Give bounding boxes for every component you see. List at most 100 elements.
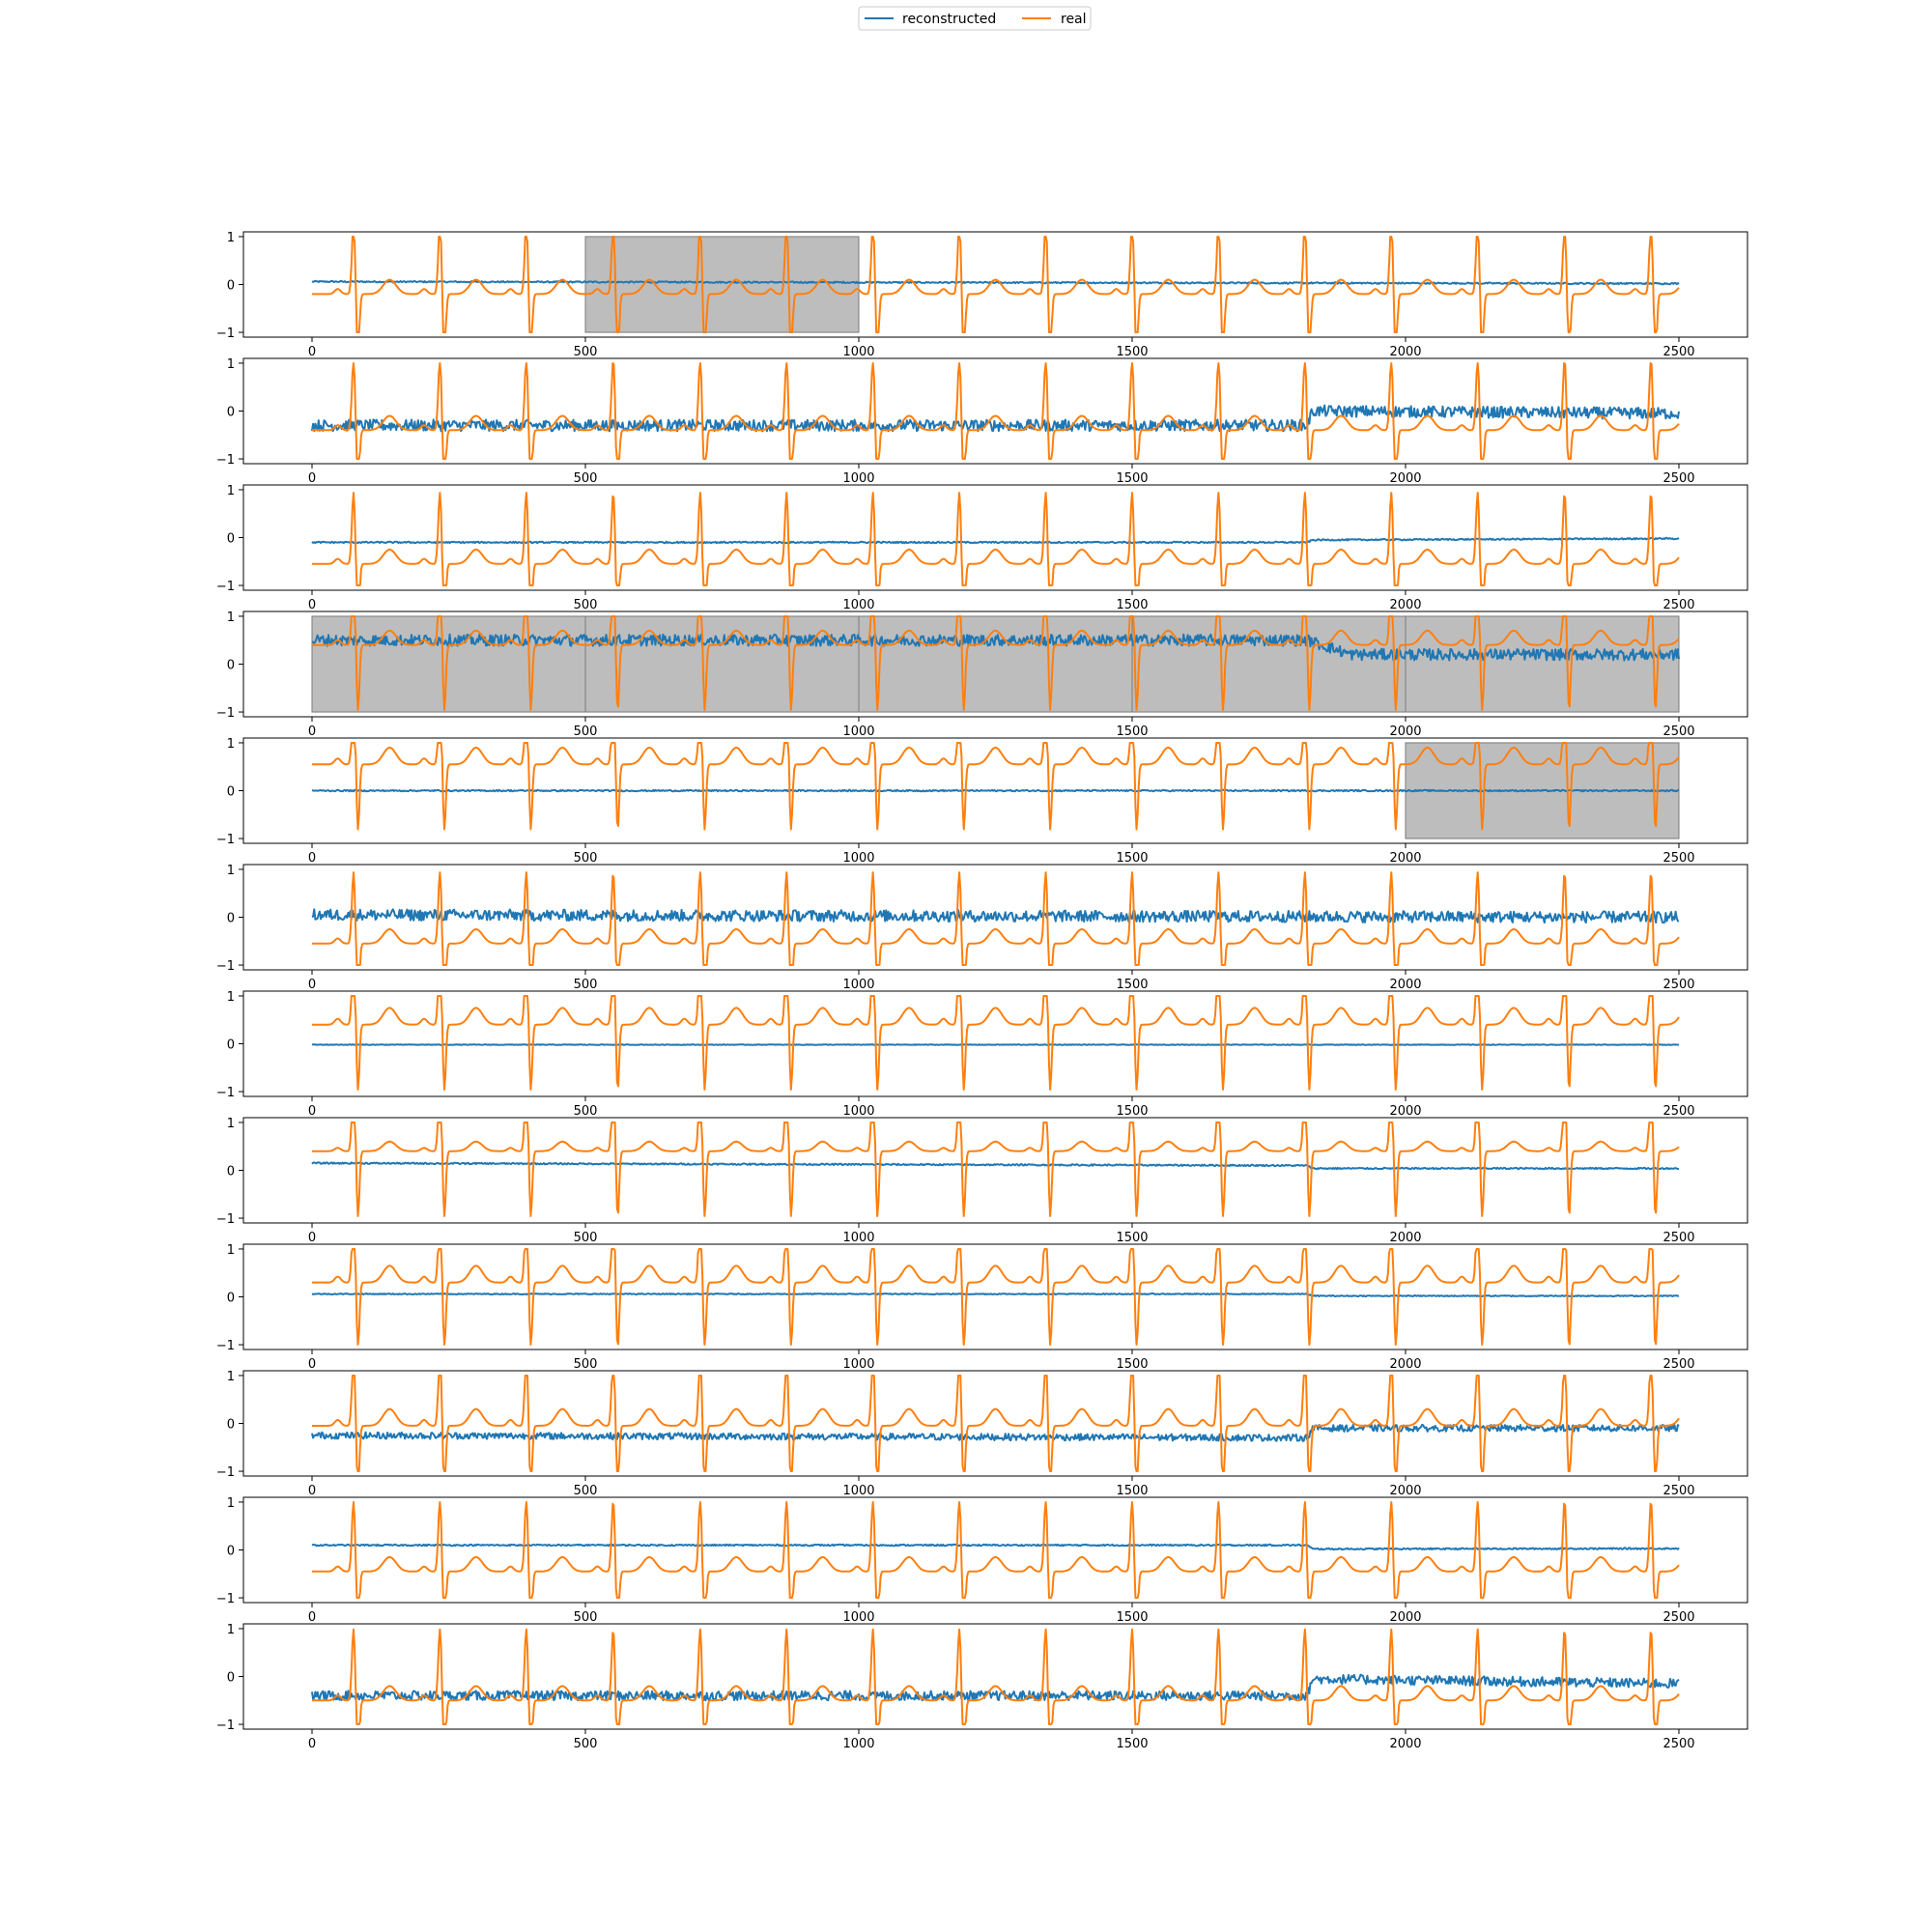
x-tick-label: 500 (574, 345, 598, 359)
y-tick-label: 0 (227, 1165, 235, 1179)
x-tick-label: 0 (308, 978, 316, 992)
shaded-span (1405, 615, 1680, 713)
x-tick-label: 2500 (1662, 1610, 1694, 1625)
subplot-10: 1 0 −1 0 500 1000 1500 2000 2500 (216, 1370, 1748, 1498)
x-tick-label: 1000 (842, 471, 874, 486)
x-tick-label: 1000 (842, 851, 874, 866)
x-tick-label: 500 (574, 598, 598, 612)
x-tick-label: 500 (574, 1104, 598, 1119)
y-tick-label: −1 (216, 1339, 235, 1353)
shaded-span (1131, 615, 1406, 713)
y-tick-label: 0 (227, 1038, 235, 1053)
subplot-3: 1 0 −1 0 500 1000 1500 2000 2500 (216, 484, 1748, 612)
x-tick-label: 500 (574, 1231, 598, 1245)
x-tick-label: 1500 (1116, 1104, 1148, 1119)
y-tick-label: 0 (227, 912, 235, 926)
subplot-11: 1 0 −1 0 500 1000 1500 2000 2500 (216, 1496, 1748, 1625)
x-tick-label: 1500 (1116, 724, 1148, 739)
series-real-line (312, 492, 1680, 586)
x-tick-label: 1500 (1116, 1357, 1148, 1372)
y-tick-label: 1 (227, 1623, 235, 1637)
axes-frame (242, 1117, 1748, 1224)
series-reconstructed-line (311, 536, 1680, 545)
x-tick-label: 500 (574, 724, 598, 739)
subplot-2: 1 0 −1 0 500 1000 1500 2000 2500 (216, 357, 1748, 486)
x-tick-label: 2500 (1662, 471, 1694, 486)
axes-frame (242, 1370, 1748, 1477)
x-tick-label: 0 (308, 471, 316, 486)
x-tick-label: 500 (574, 1610, 598, 1625)
x-tick-label: 2000 (1389, 471, 1421, 486)
y-tick-label: 1 (227, 231, 235, 245)
y-tick-label: 0 (227, 1545, 235, 1559)
x-tick-label: 0 (308, 1231, 316, 1245)
series-reconstructed-line (311, 1673, 1680, 1702)
series-reconstructed-line (311, 908, 1680, 924)
x-tick-label: 1000 (842, 598, 874, 612)
x-tick-label: 500 (574, 1737, 598, 1751)
y-tick-label: 0 (227, 406, 235, 420)
legend: reconstructed real (858, 6, 1092, 31)
x-tick-label: 1500 (1116, 1610, 1148, 1625)
legend-box (858, 6, 1092, 31)
subplot-1: 1 0 −1 0 500 1000 1500 2000 2500 (216, 231, 1748, 359)
x-tick-label: 1500 (1116, 978, 1148, 992)
x-tick-label: 2500 (1662, 1357, 1694, 1372)
x-tick-label: 0 (308, 1610, 316, 1625)
x-tick-label: 1000 (842, 1610, 874, 1625)
series-real-line (312, 615, 1680, 711)
y-tick-label: 0 (227, 532, 235, 547)
x-tick-label: 2500 (1662, 598, 1694, 612)
subplot-7: 1 0 −1 0 500 1000 1500 2000 2500 (216, 990, 1748, 1119)
x-tick-label: 1500 (1116, 598, 1148, 612)
y-tick-label: −1 (216, 1719, 235, 1733)
x-tick-label: 1000 (842, 1357, 874, 1372)
x-tick-label: 1000 (842, 724, 874, 739)
legend-label-reconstructed: reconstructed (902, 12, 996, 27)
y-tick-label: −1 (216, 833, 235, 847)
x-tick-label: 0 (308, 1104, 316, 1119)
series-real-line (312, 1501, 1680, 1599)
x-tick-label: 0 (308, 724, 316, 739)
series-reconstructed-line (311, 1161, 1680, 1171)
shaded-span (311, 615, 586, 713)
y-tick-label: −1 (216, 327, 235, 341)
x-tick-label: 1000 (842, 345, 874, 359)
x-tick-label: 1000 (842, 1737, 874, 1751)
x-tick-label: 0 (308, 1737, 316, 1751)
series-real-line (312, 1122, 1680, 1217)
series-reconstructed-line (311, 279, 1680, 286)
x-tick-label: 1500 (1116, 345, 1148, 359)
x-tick-label: 500 (574, 1357, 598, 1372)
axes-frame (242, 1623, 1748, 1730)
x-tick-label: 2000 (1389, 978, 1421, 992)
series-reconstructed-line (311, 1293, 1680, 1297)
series-real-line (312, 1628, 1680, 1725)
y-tick-label: −1 (216, 706, 235, 721)
x-tick-label: 2000 (1389, 1610, 1421, 1625)
x-tick-label: 0 (308, 1484, 316, 1498)
y-tick-label: 1 (227, 611, 235, 625)
subplot-5: 1 0 −1 0 500 1000 1500 2000 2500 (216, 737, 1748, 866)
y-tick-label: 1 (227, 357, 235, 372)
x-tick-label: 2000 (1389, 724, 1421, 739)
x-tick-label: 2500 (1662, 724, 1694, 739)
subplot-9: 1 0 −1 0 500 1000 1500 2000 2500 (216, 1243, 1748, 1372)
x-tick-label: 1500 (1116, 1231, 1148, 1245)
series-reconstructed-line (311, 1543, 1680, 1551)
x-tick-label: 1000 (842, 1104, 874, 1119)
series-real-line (312, 1375, 1680, 1472)
y-tick-label: −1 (216, 1465, 235, 1480)
y-tick-label: −1 (216, 1086, 235, 1100)
y-tick-label: 1 (227, 1370, 235, 1384)
subplot-6: 1 0 −1 0 500 1000 1500 2000 2500 (216, 864, 1748, 992)
x-tick-label: 0 (308, 345, 316, 359)
x-tick-label: 1000 (842, 978, 874, 992)
x-tick-label: 2500 (1662, 851, 1694, 866)
y-tick-label: −1 (216, 453, 235, 468)
subplot-4: 1 0 −1 0 500 1000 1500 2000 2500 (216, 611, 1748, 739)
y-tick-label: 0 (227, 785, 235, 800)
y-tick-label: 1 (227, 1243, 235, 1258)
y-tick-label: 0 (227, 1292, 235, 1306)
